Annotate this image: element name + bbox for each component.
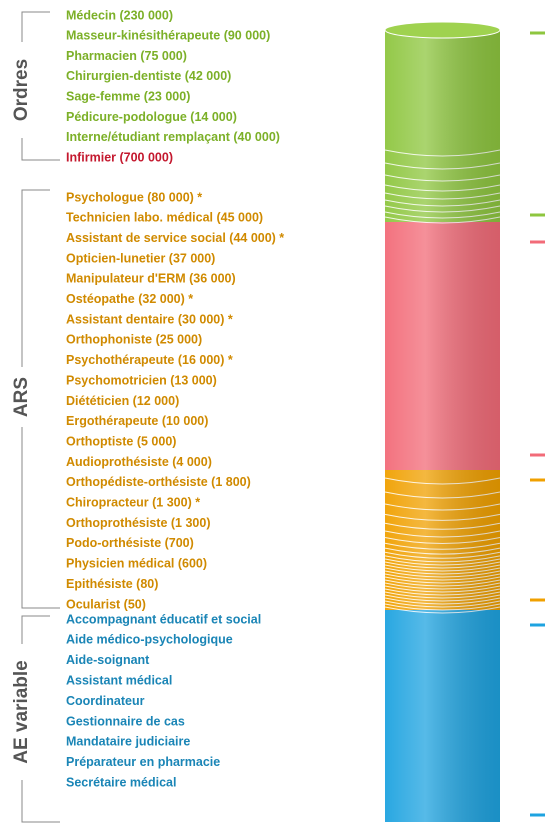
profession: Physicien médical (600) (66, 557, 207, 571)
cylinder (384, 21, 501, 822)
profession: Masseur-kinésithérapeute (90 000) (66, 29, 270, 43)
profession: Secrétaire médical (66, 775, 177, 789)
profession: Psychologue (80 000) * (66, 190, 202, 204)
profession: Chiropracteur (1 300) * (66, 496, 200, 510)
profession: Technicien labo. médical (45 000) (66, 211, 263, 225)
group-label: Ordres (11, 59, 32, 121)
group-bracket (21, 11, 60, 161)
group-bracket (21, 615, 60, 823)
profession: Pharmacien (75 000) (66, 49, 187, 63)
profession: Assistant de service social (44 000) * (66, 231, 284, 245)
profession: Aide médico-psychologique (66, 633, 233, 647)
profession: Orthopédiste-orthésiste (1 800) (66, 475, 251, 489)
cylinder-top (384, 21, 501, 39)
profession: Coordinateur (66, 694, 145, 708)
profession: Psychothérapeute (16 000) * (66, 353, 233, 367)
group-label: ARS (11, 377, 32, 417)
profession: Ocularist (50) (66, 597, 146, 611)
profession: Assistant dentaire (30 000) * (66, 312, 233, 326)
profession: Orthoptiste (5 000) (66, 434, 176, 448)
profession: Opticien-lunetier (37 000) (66, 251, 215, 265)
profession: Audioprothésiste (4 000) (66, 455, 212, 469)
cylinder-shade (385, 30, 500, 822)
profession: Orthoprothésiste (1 300) (66, 516, 210, 530)
profession: Aide-soignant (66, 653, 150, 667)
profession: Infirmier (700 000) (66, 150, 173, 164)
profession: Podo-orthésiste (700) (66, 536, 194, 550)
profession: Mandataire judiciaire (66, 735, 190, 749)
profession: Interne/étudiant remplaçant (40 000) (66, 130, 280, 144)
right-markers (530, 31, 545, 817)
profession: Manipulateur d'ERM (36 000) (66, 272, 236, 286)
profession: Pédicure-podologue (14 000) (66, 110, 237, 124)
group-label: AE variable (11, 660, 32, 764)
profession: Accompagnant éducatif et social (66, 612, 261, 626)
profession: Ergothérapeute (10 000) (66, 414, 208, 428)
profession: Ostéopathe (32 000) * (66, 292, 193, 306)
profession: Gestionnaire de cas (66, 714, 185, 728)
group-bracket (21, 189, 60, 609)
profession: Préparateur en pharmacie (66, 755, 220, 769)
profession: Médecin (230 000) (66, 8, 173, 22)
profession: Assistant médical (66, 673, 172, 687)
profession: Chirurgien-dentiste (42 000) (66, 69, 231, 83)
profession: Orthophoniste (25 000) (66, 333, 202, 347)
profession: Psychomotricien (13 000) (66, 373, 217, 387)
profession: Diététicien (12 000) (66, 394, 179, 408)
profession: Sage-femme (23 000) (66, 89, 190, 103)
profession: Epithésiste (80) (66, 577, 158, 591)
